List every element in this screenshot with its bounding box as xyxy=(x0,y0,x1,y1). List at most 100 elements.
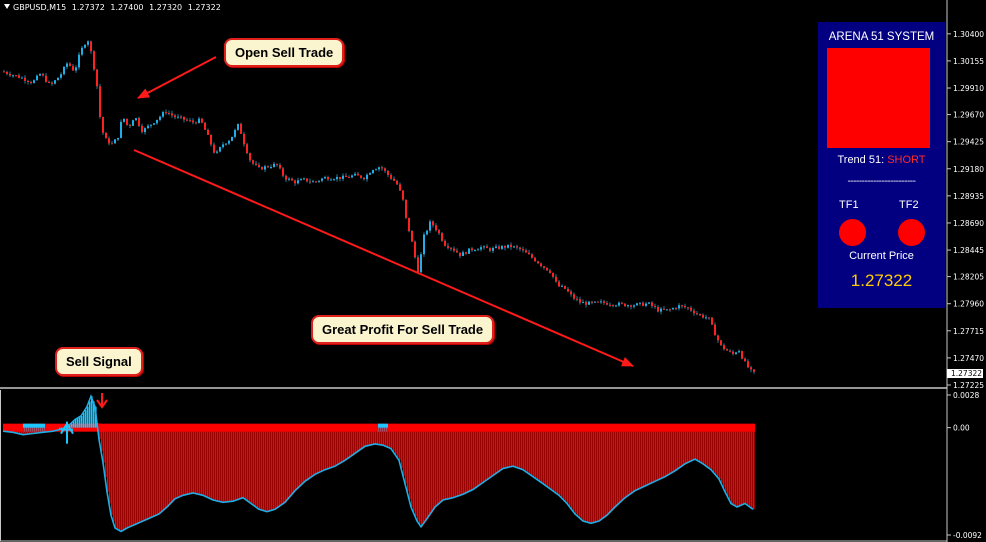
candle-body xyxy=(240,123,242,134)
candle-body xyxy=(669,309,671,311)
histogram-bar xyxy=(353,427,355,455)
candle-body xyxy=(108,138,110,144)
histogram-bar xyxy=(287,427,289,500)
candle-body xyxy=(666,309,668,311)
histogram-bar xyxy=(333,427,335,467)
candle-body xyxy=(180,116,182,118)
histogram-bar xyxy=(535,427,537,479)
price-tick-label: 1.30400 xyxy=(953,30,984,39)
histogram-bar xyxy=(573,427,575,512)
histogram-bar xyxy=(115,427,117,528)
histogram-bar xyxy=(471,427,473,491)
histogram-bar xyxy=(593,427,595,523)
histogram-bar xyxy=(733,427,735,505)
candle-body xyxy=(57,77,59,81)
histogram-bar xyxy=(13,427,15,433)
candle-body xyxy=(330,179,332,181)
histogram-bar xyxy=(255,427,257,507)
histogram-bar xyxy=(489,427,491,479)
candle-body xyxy=(525,250,527,253)
candle-body xyxy=(456,250,458,253)
histogram-bar xyxy=(461,427,463,495)
candle-body xyxy=(375,169,377,171)
candle-body xyxy=(663,308,665,310)
histogram-bar xyxy=(79,417,81,428)
histogram-bar xyxy=(709,427,711,469)
candle-body xyxy=(483,246,485,248)
histogram-bar xyxy=(377,427,379,445)
histogram-bar xyxy=(11,427,13,433)
histogram-bar xyxy=(753,427,755,510)
histogram-bar xyxy=(527,427,529,473)
candle-body xyxy=(543,266,545,268)
candle-body xyxy=(573,294,575,299)
histogram-bar xyxy=(261,427,263,510)
histogram-bar xyxy=(389,427,391,448)
price-tick-label: 1.27225 xyxy=(953,381,984,390)
candle-body xyxy=(246,144,248,154)
histogram-bar xyxy=(271,427,273,511)
histogram-bar xyxy=(585,427,587,522)
histogram-bar xyxy=(417,427,419,521)
histogram-bar xyxy=(81,416,83,428)
candle-body xyxy=(81,47,83,55)
histogram-bar xyxy=(73,421,75,428)
histogram-bar xyxy=(663,427,665,478)
histogram-bar xyxy=(361,427,363,450)
candle-body xyxy=(201,118,203,123)
histogram-bar xyxy=(393,427,395,452)
candle-body xyxy=(600,301,602,303)
histogram-bar xyxy=(731,427,733,504)
histogram-bar xyxy=(211,427,213,500)
current-price-value: 1.27322 xyxy=(850,271,913,290)
tf2-status-dot xyxy=(898,219,925,246)
chart-header: GBPUSD,M15 1.27372 1.27400 1.27320 1.273… xyxy=(4,3,224,12)
histogram-bar xyxy=(225,427,227,503)
histogram-bar xyxy=(699,427,701,462)
histogram-bar xyxy=(635,427,637,491)
histogram-bar xyxy=(425,427,427,522)
candle-body xyxy=(396,180,398,185)
histogram-bar xyxy=(669,427,671,475)
profit-trend-arrow xyxy=(133,149,634,367)
candle-body xyxy=(735,352,737,354)
histogram-bar xyxy=(509,427,511,468)
histogram-bar xyxy=(621,427,623,502)
histogram-bar xyxy=(427,427,429,519)
histogram-bar xyxy=(49,427,51,432)
histogram-bar xyxy=(617,427,619,506)
candle-body xyxy=(321,178,323,181)
candle-body xyxy=(207,129,209,135)
histogram-bar xyxy=(231,427,233,502)
candle-body xyxy=(531,254,533,258)
histogram-bar xyxy=(695,427,697,460)
histogram-bar xyxy=(175,427,177,499)
histogram-bar xyxy=(43,427,45,433)
candle-body xyxy=(462,252,464,257)
candle-body xyxy=(291,178,293,181)
histogram-bar xyxy=(91,396,93,428)
histogram-bar xyxy=(483,427,485,483)
histogram-bar xyxy=(457,427,459,497)
histogram-bar xyxy=(441,427,443,502)
candle-body xyxy=(48,81,50,83)
histogram-bar xyxy=(315,427,317,475)
histogram-bar xyxy=(519,427,521,469)
candle-body xyxy=(75,67,77,71)
price-tick-label: 1.28205 xyxy=(953,273,984,282)
histogram-bar xyxy=(431,427,433,513)
candle-body xyxy=(120,121,122,138)
histogram-bar xyxy=(641,427,643,488)
histogram-bar xyxy=(541,427,543,483)
chart-menu-icon[interactable] xyxy=(4,4,10,9)
histogram-bar xyxy=(213,427,215,500)
ohlc-open: 1.27372 xyxy=(71,3,105,12)
histogram-bar xyxy=(195,427,197,494)
candle-body xyxy=(363,177,365,180)
candle-body xyxy=(399,184,401,191)
candle-body xyxy=(672,308,674,310)
candle-body xyxy=(747,361,749,368)
histogram-bar xyxy=(291,427,293,496)
candle-body xyxy=(378,167,380,170)
histogram-bar xyxy=(413,427,415,512)
